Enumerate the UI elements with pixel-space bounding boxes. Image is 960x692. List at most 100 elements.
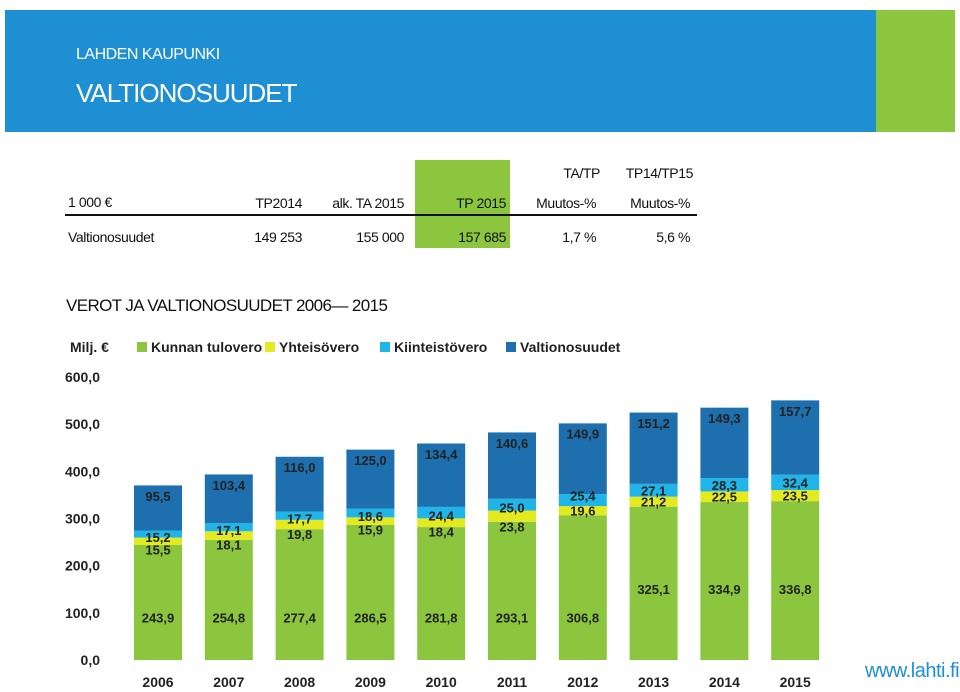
data-label-2008-s2: 17,7 <box>287 512 312 527</box>
data-label-2014-s0: 334,9 <box>708 582 741 597</box>
data-label-2010-s2: 24,4 <box>429 509 455 524</box>
bar-2010-s2 <box>417 506 466 519</box>
bar-2010-s0 <box>417 527 466 660</box>
website-link[interactable]: www.lahti.fi <box>865 660 960 682</box>
data-label-2013-s2: 27,1 <box>641 483 666 498</box>
data-label-2015-s0: 336,8 <box>779 582 812 597</box>
column-header-tp2015: TP 2015 <box>456 195 506 211</box>
data-label-2009-s2: 18,6 <box>358 509 383 524</box>
data-label-2012-s3: 149,9 <box>567 427 600 442</box>
data-label-2013-s0: 325,1 <box>637 582 670 597</box>
bar-2009-s2 <box>346 508 395 518</box>
bar-2010-s3 <box>417 443 466 507</box>
column-header-muutos-tp14-tp15: Muutos-% <box>630 195 690 211</box>
bar-2007-s3 <box>204 474 253 524</box>
bar-2015-s1 <box>771 490 820 502</box>
x-tick-label: 2007 <box>213 674 244 690</box>
page-title: VALTIONOSUUDET <box>76 78 298 108</box>
data-label-2013-s3: 151,2 <box>637 416 670 431</box>
data-label-2011-s1: 23,8 <box>499 519 524 534</box>
x-tick-label: 2008 <box>284 674 315 690</box>
bar-2014-s3 <box>700 407 749 479</box>
bar-2013-s0 <box>629 506 678 660</box>
data-label-2011-s3: 140,6 <box>496 436 529 451</box>
legend-label-2: Kiinteistövero <box>394 339 487 355</box>
bar-2006-s1 <box>134 537 182 545</box>
data-label-2006-s0: 243,9 <box>142 610 175 625</box>
data-label-2010-s1: 18,4 <box>429 525 455 540</box>
bar-2014-s0 <box>700 502 749 660</box>
y-tick-label: 0,0 <box>81 652 101 668</box>
data-label-2009-s3: 125,0 <box>354 453 387 468</box>
data-label-2006-s2: 15,2 <box>145 530 170 545</box>
bar-2006-s3 <box>134 485 182 531</box>
data-label-2009-s0: 286,5 <box>354 610 387 625</box>
bar-2011-s2 <box>488 498 536 511</box>
data-label-2012-s1: 19,6 <box>570 504 595 519</box>
column-header-tp2014: TP2014 <box>255 195 302 211</box>
data-label-2006-s3: 95,5 <box>145 489 170 504</box>
y-tick-label: 100,0 <box>65 605 100 621</box>
bar-2007-s1 <box>204 531 253 540</box>
value-muutos-tp14-tp15: 5,6 % <box>656 229 690 245</box>
y-tick-label: 200,0 <box>65 558 100 574</box>
data-label-2007-s0: 254,8 <box>213 610 246 625</box>
data-label-2008-s1: 19,8 <box>287 527 312 542</box>
bar-2009-s1 <box>346 517 395 525</box>
bar-2012-s0 <box>558 515 607 660</box>
y-tick-label: 400,0 <box>65 463 100 479</box>
bar-2007-s2 <box>204 523 253 532</box>
legend-swatch-0 <box>137 342 147 352</box>
data-label-2007-s1: 18,1 <box>216 537 241 552</box>
data-label-2008-s0: 277,4 <box>283 610 316 625</box>
bar-2012-s2 <box>558 494 607 507</box>
legend-label-0: Kunnan tulovero <box>151 339 262 355</box>
group-header-tp14-tp15: TP14/TP15 <box>625 165 694 181</box>
legend-swatch-2 <box>380 342 390 352</box>
bar-2013-s1 <box>629 496 678 507</box>
table-divider <box>65 214 697 216</box>
legend-swatch-1 <box>265 342 275 352</box>
bar-2011-s3 <box>488 432 536 499</box>
data-label-2006-s1: 15,5 <box>145 543 170 558</box>
legend-label-1: Yhteisövero <box>279 339 359 355</box>
bar-2008-s3 <box>275 456 324 512</box>
data-label-2009-s1: 15,9 <box>358 523 383 538</box>
row-label: Valtionosuudet <box>68 229 154 245</box>
y-tick-label: 600,0 <box>65 369 100 385</box>
highlight-column <box>415 160 510 248</box>
bar-2015-s2 <box>771 474 820 491</box>
stacked-bar-chart: Milj. € Kunnan tulovero Yhteisövero Kiintei… <box>65 339 820 690</box>
column-header-muutos-ta-tp: Muutos-% <box>536 195 596 211</box>
x-tick-label: 2013 <box>638 674 669 690</box>
bar-2006-s2 <box>134 530 182 538</box>
value-muutos-ta-tp: 1,7 % <box>562 229 596 245</box>
x-tick-label: 2011 <box>497 674 528 690</box>
bar-2015-s0 <box>771 501 820 660</box>
bar-2006-s0 <box>134 544 182 660</box>
bar-2009-s0 <box>346 524 395 660</box>
x-tick-label: 2009 <box>355 674 386 690</box>
bar-2013-s3 <box>629 412 678 484</box>
x-tick-label: 2014 <box>709 674 740 690</box>
legend-swatch-3 <box>506 342 516 352</box>
bar-2009-s3 <box>346 449 395 509</box>
y-tick-label: 300,0 <box>65 511 100 527</box>
bar-2015-s3 <box>771 400 820 475</box>
section-title: VEROT JA VALTIONOSUUDET 2006— 2015 <box>66 296 388 315</box>
data-label-2012-s0: 306,8 <box>567 610 600 625</box>
bar-2012-s1 <box>558 506 607 516</box>
value-alk-ta-2015: 155 000 <box>356 229 404 245</box>
bar-2013-s2 <box>629 483 678 497</box>
unit-label: 1 000 € <box>68 194 112 210</box>
y-tick-label: 500,0 <box>65 416 100 432</box>
data-label-2008-s3: 116,0 <box>284 460 316 475</box>
data-label-2011-s0: 293,1 <box>496 610 529 625</box>
data-label-2014-s3: 149,3 <box>708 411 741 426</box>
unit-label: Milj. € <box>70 339 109 355</box>
bar-2012-s3 <box>558 423 607 495</box>
data-label-2012-s2: 25,4 <box>570 488 596 503</box>
data-label-2013-s1: 21,2 <box>641 495 666 510</box>
data-label-2014-s2: 28,3 <box>712 478 737 493</box>
bar-2008-s0 <box>275 529 324 660</box>
